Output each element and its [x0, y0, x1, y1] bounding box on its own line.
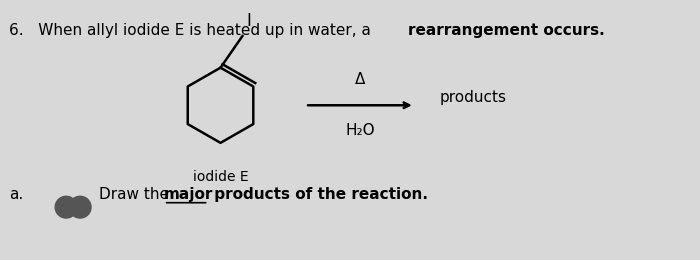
- Text: products: products: [440, 90, 507, 105]
- Text: Δ: Δ: [355, 73, 365, 87]
- Ellipse shape: [69, 196, 91, 218]
- Text: iodide E: iodide E: [193, 170, 248, 184]
- Text: H₂O: H₂O: [345, 123, 375, 138]
- Ellipse shape: [55, 196, 77, 218]
- Text: Draw the: Draw the: [99, 187, 174, 202]
- Text: rearrangement occurs.: rearrangement occurs.: [408, 23, 605, 38]
- Text: 6.   When allyl iodide E is heated up in water, a: 6. When allyl iodide E is heated up in w…: [9, 23, 376, 38]
- Text: I: I: [246, 12, 251, 30]
- Text: major: major: [164, 187, 213, 202]
- Text: a.: a.: [9, 187, 24, 202]
- Text: products of the reaction.: products of the reaction.: [209, 187, 428, 202]
